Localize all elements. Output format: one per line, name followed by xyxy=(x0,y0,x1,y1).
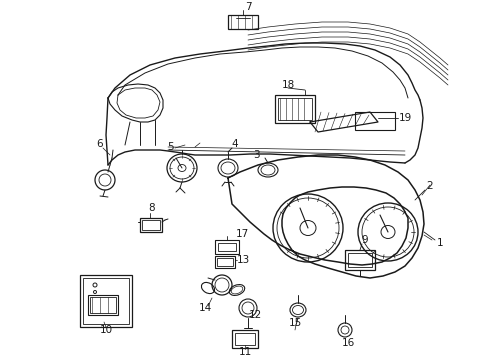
Text: 9: 9 xyxy=(362,235,368,245)
Text: 19: 19 xyxy=(398,113,412,123)
Text: 8: 8 xyxy=(148,203,155,213)
Text: 7: 7 xyxy=(245,2,251,12)
Text: 2: 2 xyxy=(427,181,433,191)
Bar xyxy=(345,250,375,270)
Bar xyxy=(142,220,160,230)
Bar xyxy=(232,330,258,348)
Text: 15: 15 xyxy=(289,318,302,328)
Bar xyxy=(217,258,233,266)
Text: 4: 4 xyxy=(232,139,238,149)
Text: 3: 3 xyxy=(253,150,259,160)
Text: 14: 14 xyxy=(198,303,212,313)
Text: 6: 6 xyxy=(97,139,103,149)
Bar xyxy=(348,253,372,267)
Bar xyxy=(80,275,132,327)
Text: 5: 5 xyxy=(167,142,173,152)
Text: 11: 11 xyxy=(238,347,252,357)
Bar xyxy=(140,218,162,232)
Bar xyxy=(218,243,236,251)
Bar xyxy=(235,333,255,345)
Text: 10: 10 xyxy=(99,325,113,335)
Text: 16: 16 xyxy=(342,338,355,348)
Bar xyxy=(90,297,116,313)
Bar xyxy=(215,240,239,254)
Bar xyxy=(215,256,235,268)
Bar xyxy=(355,112,395,130)
Bar xyxy=(228,15,258,29)
Text: 12: 12 xyxy=(248,310,262,320)
Text: 13: 13 xyxy=(236,255,249,265)
Bar xyxy=(275,95,315,123)
Bar xyxy=(88,295,118,315)
Bar xyxy=(278,98,312,120)
Text: 1: 1 xyxy=(437,238,443,248)
Text: 17: 17 xyxy=(235,229,248,239)
Text: 18: 18 xyxy=(281,80,294,90)
Bar xyxy=(83,278,129,324)
